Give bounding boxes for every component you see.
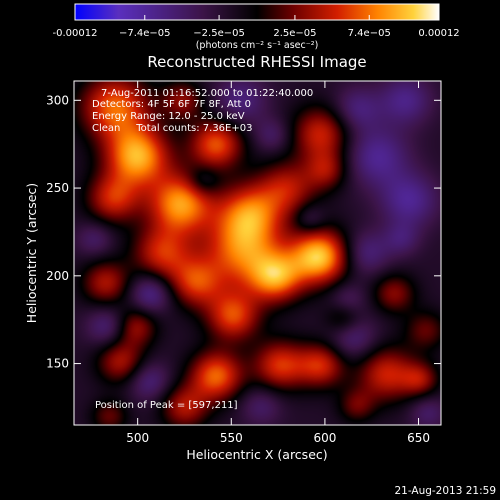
peak-position-label: Position of Peak = [597,211] [95, 400, 238, 411]
detectors-label: Detectors: 4F 5F 6F 7F 8F, Att 0 [92, 99, 251, 110]
colorbar-tick-label: −2.5e−05 [193, 28, 245, 39]
x-tick-label: 500 [126, 431, 149, 445]
colorbar-unit-label: (photons cm⁻² s⁻¹ asec⁻²) [196, 40, 319, 51]
y-tick-label: 250 [46, 181, 69, 195]
clean-counts-label: Clean Total counts: 7.36E+03 [92, 123, 252, 134]
x-tick-label: 600 [313, 431, 336, 445]
axis-ticks: 500 550 600 650 150 200 250 300 [46, 81, 441, 445]
time-range-label: 7-Aug-2011 01:16:52.000 to 01:22:40.000 [101, 88, 313, 99]
x-tick-label: 650 [407, 431, 430, 445]
y-tick-label: 200 [46, 269, 69, 283]
colorbar-tick-label: 2.5e−05 [273, 28, 316, 39]
colorbar-ticks: -0.00012 −7.4e−05 −2.5e−05 2.5e−05 7.4e−05 0.… [53, 15, 460, 39]
y-tick-label: 300 [46, 93, 69, 107]
x-axis-label: Heliocentric X (arcsec) [186, 447, 327, 462]
y-axis-label: Heliocentric Y (arcsec) [24, 183, 39, 323]
colorbar-tick-label: 7.4e−05 [348, 28, 391, 39]
y-tick-label: 150 [46, 357, 69, 371]
energy-range-label: Energy Range: 12.0 - 25.0 keV [92, 111, 245, 122]
colorbar-tick-label: -0.00012 [53, 28, 98, 39]
colorbar-tick-label: 0.00012 [418, 28, 459, 39]
chart-title: Reconstructed RHESSI Image [147, 53, 366, 71]
x-tick-label: 550 [220, 431, 243, 445]
colorbar-tick-label: −7.4e−05 [119, 28, 171, 39]
colorbar [74, 3, 440, 21]
generation-timestamp: 21-Aug-2013 21:59 [394, 485, 496, 497]
heatmap-image [74, 81, 441, 425]
plot-frame [73, 80, 442, 426]
